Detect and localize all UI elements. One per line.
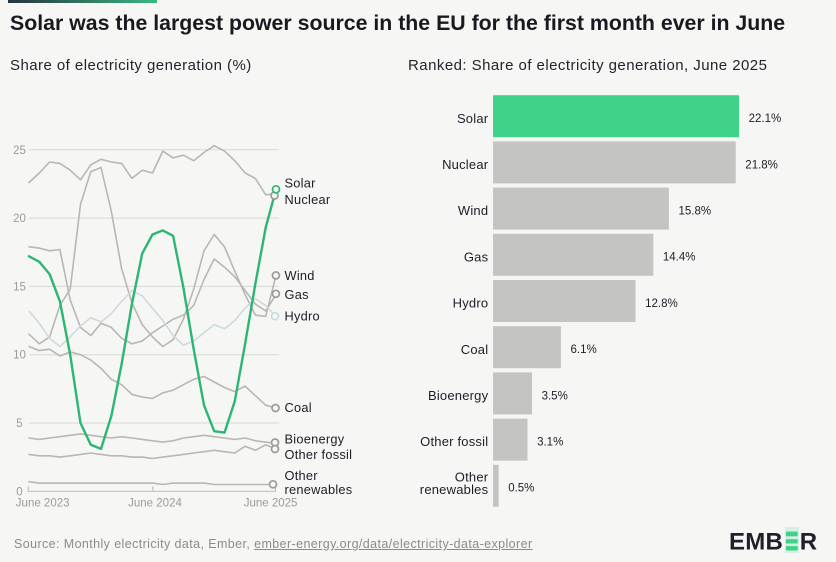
svg-text:June 2025: June 2025: [244, 497, 298, 509]
svg-text:Coal: Coal: [285, 400, 312, 415]
svg-text:14.4%: 14.4%: [663, 252, 696, 264]
svg-text:Nuclear: Nuclear: [442, 157, 489, 172]
svg-text:June 2023: June 2023: [16, 497, 70, 509]
svg-text:E: E: [729, 529, 745, 556]
svg-text:25: 25: [13, 145, 26, 157]
svg-text:Other fossil: Other fossil: [285, 447, 353, 462]
svg-text:Solar: Solar: [457, 111, 489, 126]
svg-text:15.8%: 15.8%: [679, 206, 712, 218]
svg-text:Bioenergy: Bioenergy: [285, 431, 345, 446]
svg-text:renewables: renewables: [285, 482, 353, 497]
svg-text:3.1%: 3.1%: [537, 437, 563, 449]
svg-text:Bioenergy: Bioenergy: [428, 388, 489, 403]
svg-text:Hydro: Hydro: [453, 296, 489, 311]
svg-text:20: 20: [13, 213, 26, 225]
svg-text:0: 0: [16, 486, 22, 498]
svg-text:Other: Other: [455, 470, 489, 485]
svg-text:Gas: Gas: [285, 287, 309, 302]
svg-text:Wind: Wind: [458, 203, 488, 218]
svg-text:June 2024: June 2024: [128, 497, 182, 509]
svg-text:Hydro: Hydro: [285, 308, 320, 323]
svg-text:Nuclear: Nuclear: [285, 192, 331, 207]
svg-text:Wind: Wind: [285, 268, 315, 283]
svg-text:15: 15: [13, 281, 26, 293]
svg-text:12.8%: 12.8%: [645, 298, 678, 310]
svg-text:5: 5: [16, 418, 22, 430]
svg-text:0.5%: 0.5%: [508, 483, 534, 495]
svg-text:Other fossil: Other fossil: [420, 434, 488, 449]
svg-text:6.1%: 6.1%: [571, 344, 597, 356]
svg-text:Coal: Coal: [461, 342, 489, 357]
svg-text:Solar: Solar: [285, 175, 317, 190]
svg-text:10: 10: [13, 350, 26, 362]
svg-text:B: B: [766, 529, 783, 556]
svg-text:Gas: Gas: [464, 249, 489, 264]
svg-text:21.8%: 21.8%: [745, 159, 778, 171]
svg-text:3.5%: 3.5%: [542, 390, 568, 402]
svg-text:R: R: [800, 529, 817, 556]
svg-text:22.1%: 22.1%: [749, 113, 782, 125]
svg-text:Other: Other: [285, 468, 319, 483]
svg-text:M: M: [745, 529, 765, 556]
svg-text:renewables: renewables: [420, 482, 489, 497]
